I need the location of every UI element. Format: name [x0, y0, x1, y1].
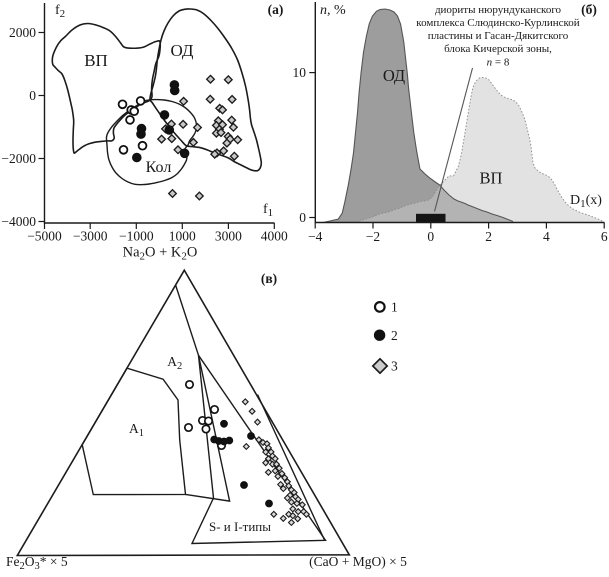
svg-text:S- и I-типы: S- и I-типы — [209, 519, 271, 534]
svg-text:4: 4 — [543, 229, 550, 244]
svg-text:f2: f2 — [55, 3, 65, 20]
svg-text:4000: 4000 — [261, 229, 288, 244]
svg-text:ОД: ОД — [383, 66, 405, 85]
svg-text:2: 2 — [485, 229, 492, 244]
svg-text:ОД: ОД — [170, 41, 193, 60]
svg-text:ВП: ВП — [84, 51, 108, 70]
svg-text:3: 3 — [391, 359, 398, 374]
svg-text:D1(x): D1(x) — [570, 193, 602, 210]
svg-text:1000: 1000 — [169, 229, 196, 244]
svg-text:(CaO + MgO) × 5: (CaO + MgO) × 5 — [309, 554, 407, 569]
svg-text:Кол: Кол — [146, 159, 172, 176]
svg-text:пластины и Гасан-Дякитского: пластины и Гасан-Дякитского — [428, 30, 569, 42]
svg-text:комплекса Слюдинско-Курлинской: комплекса Слюдинско-Курлинской — [416, 17, 579, 29]
svg-text:n = 8: n = 8 — [487, 57, 510, 69]
svg-text:−4: −4 — [308, 229, 323, 244]
svg-text:0: 0 — [299, 210, 306, 225]
svg-text:1: 1 — [391, 300, 398, 315]
svg-text:0: 0 — [427, 229, 434, 244]
svg-text:10: 10 — [293, 65, 307, 80]
svg-text:−4000: −4000 — [1, 214, 36, 229]
svg-text:−3000: −3000 — [73, 229, 108, 244]
svg-text:Na2O + K2O: Na2O + K2O — [123, 245, 198, 263]
svg-text:блока Кичерской зоны,: блока Кичерской зоны, — [444, 43, 552, 55]
svg-text:(б): (б) — [581, 2, 597, 17]
svg-text:(в): (в) — [261, 271, 277, 286]
svg-text:(a): (a) — [268, 2, 284, 17]
svg-text:−2: −2 — [366, 229, 380, 244]
svg-text:3000: 3000 — [215, 229, 242, 244]
svg-text:−2000: −2000 — [1, 151, 36, 166]
svg-text:2: 2 — [391, 328, 398, 343]
svg-text:f1: f1 — [263, 202, 273, 219]
svg-text:6: 6 — [601, 229, 608, 244]
svg-text:ВП: ВП — [480, 169, 503, 188]
svg-text:диориты нюрундуканского: диориты нюрундуканского — [435, 4, 562, 16]
svg-text:−1000: −1000 — [119, 229, 154, 244]
svg-text:n, %: n, % — [320, 3, 346, 18]
svg-text:−5000: −5000 — [27, 229, 62, 244]
svg-text:0: 0 — [29, 88, 36, 103]
svg-text:2000: 2000 — [9, 25, 36, 40]
